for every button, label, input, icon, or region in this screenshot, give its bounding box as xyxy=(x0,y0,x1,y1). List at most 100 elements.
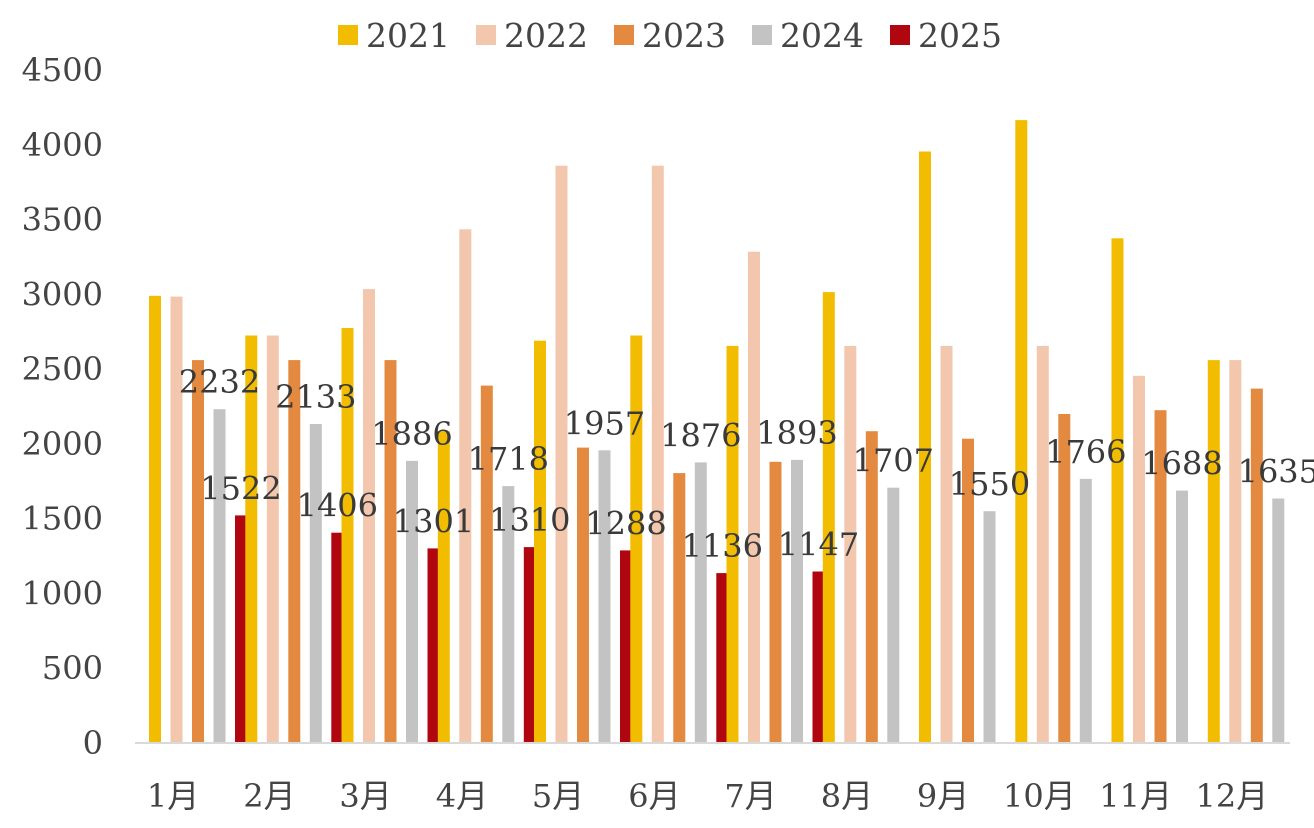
data-label-2024-1: 2232 xyxy=(179,363,260,401)
y-tick-label: 4000 xyxy=(22,126,103,164)
data-label-2024-9: 1550 xyxy=(949,465,1030,503)
y-tick-label: 1500 xyxy=(22,500,103,538)
y-tick-label: 2500 xyxy=(22,350,103,388)
x-tick-label: 4月 xyxy=(436,777,488,815)
data-label-2024-3: 1886 xyxy=(371,415,452,453)
bar-2021-6 xyxy=(630,335,643,743)
legend-label-2025: 2025 xyxy=(918,16,1002,55)
bar-2021-2 xyxy=(245,335,258,743)
data-label-2025-5: 1288 xyxy=(585,504,666,542)
legend: 2021 2022 2023 2024 2025 xyxy=(338,16,1002,55)
bar-2023-4 xyxy=(480,385,493,743)
bar-2024-1 xyxy=(213,409,226,743)
x-tick-label: 11月 xyxy=(1099,777,1172,815)
legend-swatch-2021 xyxy=(338,25,358,45)
bar-2023-6 xyxy=(673,473,686,743)
x-tick-label: 8月 xyxy=(821,777,873,815)
y-axis: 0 500 1000 1500 2000 2500 3000 3500 4000 4500 xyxy=(22,51,103,762)
y-tick-label: 0 xyxy=(83,724,103,762)
bar-2021-9 xyxy=(919,151,931,743)
bar-2024-8 xyxy=(887,487,900,743)
x-tick-label: 9月 xyxy=(917,777,969,815)
bar-2022-4 xyxy=(459,229,472,744)
x-tick-label: 1月 xyxy=(147,777,199,815)
data-label-2025-7: 1147 xyxy=(778,526,859,564)
bar-2023-8 xyxy=(865,431,878,743)
bar-2022-11 xyxy=(1133,375,1145,743)
bar-2025-3 xyxy=(427,548,440,743)
bar-2024-4 xyxy=(502,486,515,743)
x-tick-label: 10月 xyxy=(1003,777,1076,815)
bar-2025-2 xyxy=(331,532,344,743)
data-label-2024-10: 1766 xyxy=(1045,433,1126,471)
data-label-2024-2: 2133 xyxy=(275,378,356,416)
bar-2025-6 xyxy=(716,573,729,743)
bar-2023-7 xyxy=(769,461,782,743)
bar-2023-12 xyxy=(1250,388,1263,743)
bar-2022-8 xyxy=(844,345,857,743)
bar-2024-3 xyxy=(406,460,418,743)
bar-2025-7 xyxy=(812,571,825,743)
bar-2025-5 xyxy=(620,550,632,743)
data-label-2024-5: 1957 xyxy=(564,404,645,442)
bar-2024-2 xyxy=(309,424,322,743)
bar-2021-8 xyxy=(822,292,835,743)
data-label-2025-3: 1301 xyxy=(393,502,474,540)
bar-2021-4 xyxy=(437,431,450,743)
y-tick-label: 500 xyxy=(42,649,103,687)
bar-2022-7 xyxy=(748,251,760,743)
data-label-2024-12: 1635 xyxy=(1238,453,1314,491)
x-tick-label: 12月 xyxy=(1196,777,1269,815)
y-tick-label: 2000 xyxy=(22,425,103,463)
legend-label-2023: 2023 xyxy=(642,16,726,55)
data-label-2024-8: 1707 xyxy=(853,442,934,480)
bar-2023-11 xyxy=(1154,410,1167,743)
bar-2023-3 xyxy=(384,360,397,743)
bar-2023-1 xyxy=(192,360,204,743)
bars xyxy=(149,120,1285,744)
x-tick-label: 3月 xyxy=(339,777,391,815)
bar-2021-11 xyxy=(1111,238,1124,744)
y-tick-label: 1000 xyxy=(22,574,103,612)
data-label-2024-7: 1893 xyxy=(756,414,837,452)
data-label-2025-4: 1310 xyxy=(489,501,570,539)
bar-2024-9 xyxy=(983,511,996,743)
bar-2023-5 xyxy=(577,447,589,743)
bar-2021-1 xyxy=(149,295,161,743)
bar-2024-7 xyxy=(791,459,803,743)
bar-2021-12 xyxy=(1207,360,1220,743)
bar-2024-5 xyxy=(598,450,611,743)
legend-label-2021: 2021 xyxy=(366,16,450,55)
legend-swatch-2025 xyxy=(890,25,910,45)
legend-label-2024: 2024 xyxy=(780,16,864,55)
bar-2022-5 xyxy=(555,165,568,743)
bar-2022-10 xyxy=(1036,345,1049,743)
bar-2024-6 xyxy=(694,462,707,743)
x-axis: 1月 2月 3月 4月 5月 6月 7月 8月 9月 10月 11月 12月 xyxy=(147,777,1268,815)
data-label-2025-1: 1522 xyxy=(200,469,281,507)
bar-2022-2 xyxy=(266,335,279,743)
bar-2025-4 xyxy=(523,547,536,743)
x-tick-label: 2月 xyxy=(243,777,295,815)
x-tick-label: 6月 xyxy=(628,777,680,815)
y-tick-label: 3000 xyxy=(22,275,103,313)
bar-2023-2 xyxy=(288,360,301,743)
data-label-2024-6: 1876 xyxy=(660,416,741,454)
x-tick-label: 5月 xyxy=(532,777,584,815)
data-label-2025-2: 1406 xyxy=(297,487,378,525)
bar-2021-5 xyxy=(534,340,546,743)
bar-2022-9 xyxy=(940,345,953,743)
y-tick-label: 4500 xyxy=(22,51,103,89)
bar-2021-10 xyxy=(1015,120,1028,744)
legend-swatch-2022 xyxy=(476,25,496,45)
data-labels: 2232 2133 1886 1718 1957 1876 1893 1707 1550 1766… xyxy=(179,363,1314,565)
bar-2021-3 xyxy=(341,328,354,743)
legend-label-2022: 2022 xyxy=(504,16,588,55)
legend-swatch-2023 xyxy=(614,25,634,45)
bar-2024-12 xyxy=(1272,498,1285,743)
data-label-2025-6: 1136 xyxy=(682,527,763,565)
bar-2022-3 xyxy=(363,289,375,743)
bar-2022-12 xyxy=(1229,360,1242,743)
bar-2024-11 xyxy=(1176,490,1188,743)
